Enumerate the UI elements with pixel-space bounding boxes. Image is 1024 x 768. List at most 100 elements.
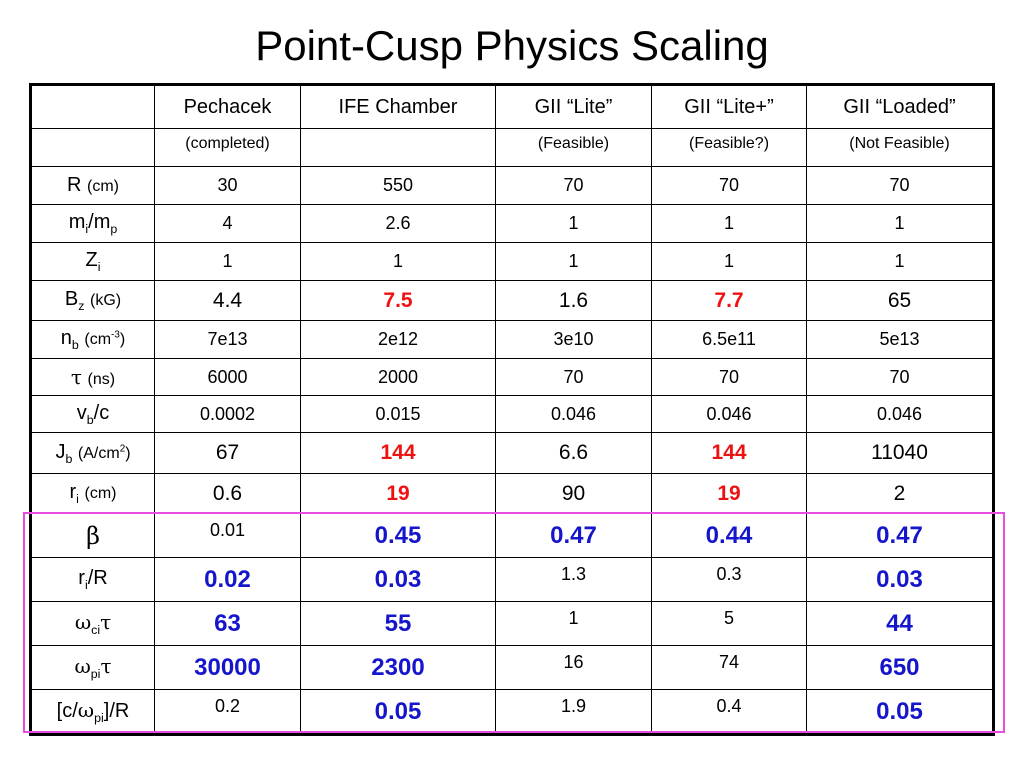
cell-value: 0.3 [651,557,807,602]
cell-value: 6.6 [495,432,652,474]
cell-value: 0.046 [651,395,807,433]
header-ife-chamber: IFE Chamber [300,84,496,129]
cell-value: 2000 [300,358,496,396]
header-gii-lite: GII “Lite” [495,84,652,129]
label-omega-ci-tau: ωciτ [30,601,155,646]
row-radius-ratio: ri/R 0.02 0.03 1.3 0.3 0.03 [30,557,994,602]
unit-ion-radius: (cm) [84,485,117,502]
unit-current-density: (A/cm2) [77,443,131,462]
cell-value: 70 [651,358,807,396]
cell-value: 1.9 [495,689,652,735]
unit-radius: (cm) [87,178,119,195]
cell-value: 6000 [154,358,301,396]
cell-value: 70 [806,358,994,396]
label-mass-ratio: mi/mp [30,204,155,243]
cell-value-highlight: 144 [300,432,496,474]
cell-value-highlight: 0.02 [154,557,301,602]
unit-beam-density: (cm-3) [84,329,126,348]
cell-value-highlight: 0.05 [300,689,496,735]
cell-value-highlight: 2300 [300,645,496,690]
cell-value: 11040 [806,432,994,474]
label-radius-ratio: ri/R [30,557,155,602]
cell-value: 6.5e11 [651,320,807,359]
label-beam-density: nb (cm-3) [30,320,155,359]
row-ion-charge: Zi 1 1 1 1 1 [30,242,994,281]
cell-value: 74 [651,645,807,690]
cell-value: 0.2 [154,689,301,735]
row-current-density: Jb (A/cm2) 67 144 6.6 144 11040 [30,432,994,474]
cell-value: 2 [806,473,994,514]
cell-value: 7e13 [154,320,301,359]
physics-scaling-table: Pechacek IFE Chamber GII “Lite” GII “Lit… [29,83,995,736]
cell-value: 0.01 [154,513,301,558]
cell-value-highlight: 55 [300,601,496,646]
cell-value: 3e10 [495,320,652,359]
label-omega-pi-tau: ωpiτ [30,645,155,690]
row-magnetic-field: Bz (kG) 4.4 7.5 1.6 7.7 65 [30,280,994,321]
cell-value: 4.4 [154,280,301,321]
corner-cell [30,84,155,129]
cell-value-highlight: 19 [651,473,807,514]
row-tau: τ (ns) 6000 2000 70 70 70 [30,358,994,396]
cell-value: 1 [495,601,652,646]
cell-value: 1 [651,204,807,243]
page-title: Point-Cusp Physics Scaling [255,22,769,69]
cell-value: 1 [806,204,994,243]
cell-value: 0.046 [495,395,652,433]
label-ion-radius: ri (cm) [30,473,155,514]
cell-value: 70 [495,166,652,205]
cell-value: 0.0002 [154,395,301,433]
cell-value-highlight: 0.03 [300,557,496,602]
cell-value: 0.046 [806,395,994,433]
cell-value: 550 [300,166,496,205]
cell-value: 0.6 [154,473,301,514]
cell-value: 65 [806,280,994,321]
row-ion-radius: ri (cm) 0.6 19 90 19 2 [30,473,994,514]
cell-value: 90 [495,473,652,514]
cell-value: 70 [495,358,652,396]
cell-value-highlight: 650 [806,645,994,690]
label-radius: R (cm) [30,166,155,205]
label-skin-depth-ratio: [c/ωpi]/R [30,689,155,735]
cell-value: 2e12 [300,320,496,359]
cell-value: 1 [806,242,994,281]
feasibility-pechacek: (completed) [154,128,301,167]
row-radius: R (cm) 30 550 70 70 70 [30,166,994,205]
unit-tau: (ns) [87,370,116,388]
cell-value-highlight: 144 [651,432,807,474]
cell-value-highlight: 0.44 [651,513,807,558]
label-current-density: Jb (A/cm2) [30,432,155,474]
label-beam-velocity: vb/c [30,395,155,433]
label-magnetic-field: Bz (kG) [30,280,155,321]
feasibility-row: (completed) (Feasible) (Feasible?) (Not … [30,128,994,167]
cell-value: 70 [651,166,807,205]
cell-value: 67 [154,432,301,474]
cell-value-highlight: 0.47 [806,513,994,558]
cell-value-highlight: 44 [806,601,994,646]
cell-value: 1 [300,242,496,281]
feasibility-gii-lite-plus: (Feasible?) [651,128,807,167]
unit-magnetic-field: (kG) [90,292,122,309]
cell-value: 1 [495,204,652,243]
cell-value: 16 [495,645,652,690]
cell-value-highlight: 19 [300,473,496,514]
row-omega-ci-tau: ωciτ 63 55 1 5 44 [30,601,994,646]
cell-value-highlight: 0.03 [806,557,994,602]
row-omega-pi-tau: ωpiτ 30000 2300 16 74 650 [30,645,994,690]
cell-value: 0.4 [651,689,807,735]
cell-value: 5 [651,601,807,646]
cell-value-highlight: 0.47 [495,513,652,558]
row-beam-density: nb (cm-3) 7e13 2e12 3e10 6.5e11 5e13 [30,320,994,359]
header-pechacek: Pechacek [154,84,301,129]
cell-value: 1 [651,242,807,281]
cell-value-highlight: 7.5 [300,280,496,321]
cell-value-highlight: 30000 [154,645,301,690]
cell-value: 30 [154,166,301,205]
row-skin-depth-ratio: [c/ωpi]/R 0.2 0.05 1.9 0.4 0.05 [30,689,994,735]
feasibility-gii-lite: (Feasible) [495,128,652,167]
row-beam-velocity: vb/c 0.0002 0.015 0.046 0.046 0.046 [30,395,994,433]
cell-value-highlight: 7.7 [651,280,807,321]
header-row: Pechacek IFE Chamber GII “Lite” GII “Lit… [30,84,994,129]
label-tau: τ (ns) [30,358,155,396]
cell-value: 70 [806,166,994,205]
